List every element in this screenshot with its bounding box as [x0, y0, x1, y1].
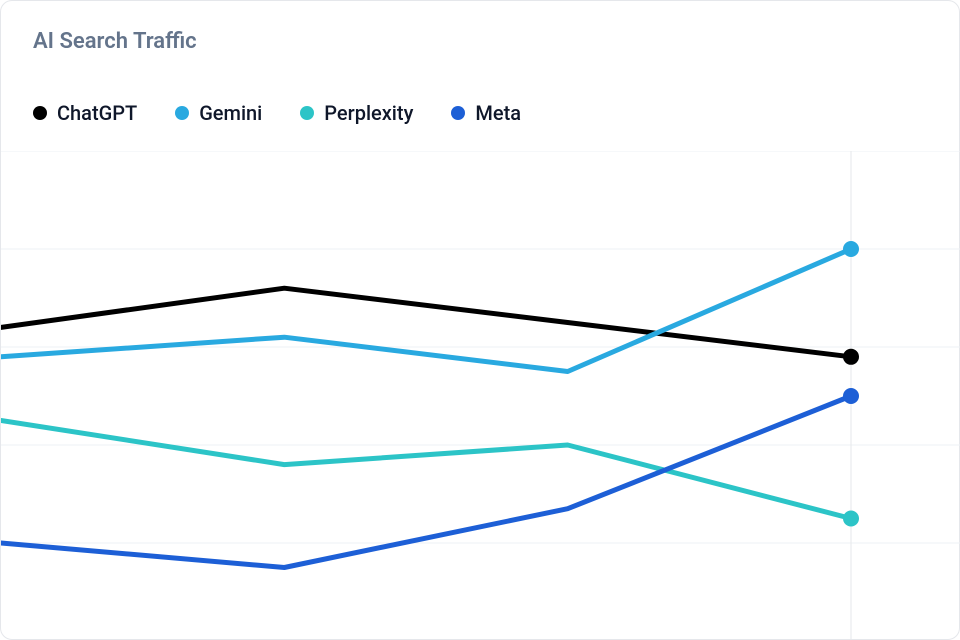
- legend-dot-perplexity: [300, 106, 314, 120]
- chart-card: AI Search Traffic ChatGPT Gemini Perplex…: [0, 0, 960, 640]
- chart-title: AI Search Traffic: [33, 29, 197, 54]
- legend-label-chatgpt: ChatGPT: [57, 101, 137, 125]
- chart-area: [1, 151, 960, 640]
- legend-label-meta: Meta: [475, 101, 521, 125]
- line-chart-svg: [1, 151, 960, 640]
- legend-dot-chatgpt: [33, 106, 47, 120]
- legend-item-gemini: Gemini: [175, 101, 262, 125]
- legend-item-perplexity: Perplexity: [300, 101, 413, 125]
- legend: ChatGPT Gemini Perplexity Meta: [33, 101, 521, 125]
- legend-dot-gemini: [175, 106, 189, 120]
- legend-item-chatgpt: ChatGPT: [33, 101, 137, 125]
- legend-item-meta: Meta: [451, 101, 521, 125]
- legend-label-gemini: Gemini: [199, 101, 262, 125]
- legend-label-perplexity: Perplexity: [324, 101, 413, 125]
- legend-dot-meta: [451, 106, 465, 120]
